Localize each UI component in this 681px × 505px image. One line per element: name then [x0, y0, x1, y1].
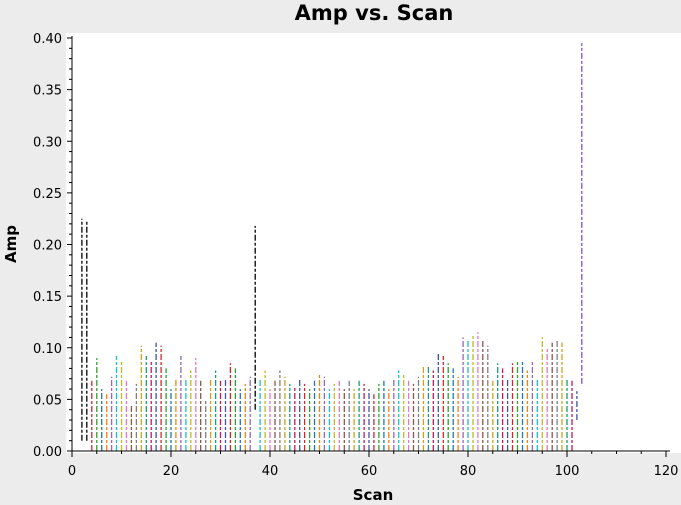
- y-tick-label: 0.25: [33, 187, 62, 202]
- x-tick-label: 100: [555, 464, 580, 479]
- x-tick-label: 80: [460, 464, 477, 479]
- x-tick-label: 120: [654, 464, 679, 479]
- y-tick-label: 0.10: [33, 342, 62, 357]
- y-tick-label: 0.30: [33, 135, 62, 150]
- y-tick-label: 0.35: [33, 84, 62, 99]
- x-tick-label: 40: [262, 464, 279, 479]
- axes: 0.00 0.05 0.10 0.15 0.20 0.25 0.30 0.35 0.40 0 20 4…: [33, 32, 678, 479]
- y-tick-label: 0.05: [33, 393, 62, 408]
- y-axis-label: Amp: [2, 225, 20, 263]
- y-tick-label: 0.00: [33, 445, 62, 460]
- y-tick-label: 0.40: [33, 32, 62, 47]
- plot-area: [66, 33, 681, 453]
- x-tick-label: 0: [68, 464, 76, 479]
- data-marks: [81, 43, 583, 451]
- chart-title: Amp vs. Scan: [295, 1, 454, 25]
- x-tick-label: 20: [163, 464, 180, 479]
- y-tick-label: 0.20: [33, 239, 62, 254]
- x-tick-label: 60: [361, 464, 378, 479]
- x-axis-label: Scan: [353, 486, 394, 504]
- y-tick-label: 0.15: [33, 290, 62, 305]
